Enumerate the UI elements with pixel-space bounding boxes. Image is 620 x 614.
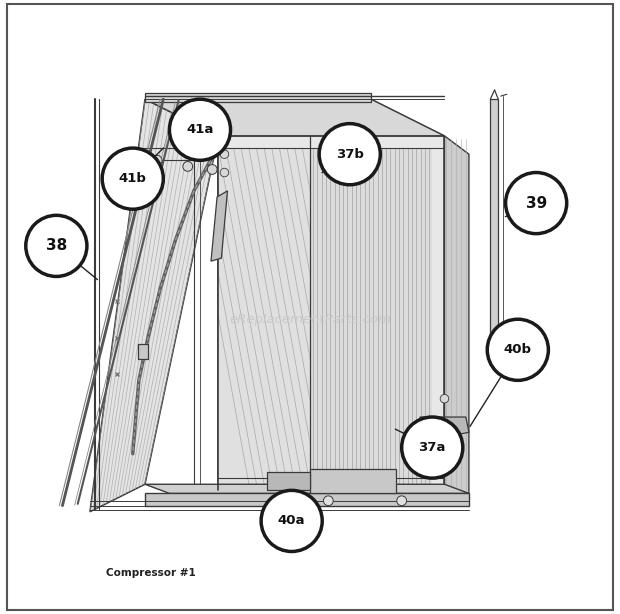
Polygon shape xyxy=(218,136,445,491)
Circle shape xyxy=(183,161,193,171)
Circle shape xyxy=(281,496,290,506)
Circle shape xyxy=(220,150,229,158)
Polygon shape xyxy=(420,417,469,441)
Circle shape xyxy=(26,216,87,276)
Polygon shape xyxy=(145,99,445,136)
Polygon shape xyxy=(90,99,218,511)
Text: 39: 39 xyxy=(526,196,547,211)
Circle shape xyxy=(440,394,449,403)
Circle shape xyxy=(487,319,548,380)
Text: 40a: 40a xyxy=(278,515,306,527)
Polygon shape xyxy=(218,148,310,484)
Polygon shape xyxy=(267,472,310,491)
Polygon shape xyxy=(145,93,371,103)
Polygon shape xyxy=(310,148,432,484)
Text: 37b: 37b xyxy=(336,148,364,161)
Circle shape xyxy=(402,417,463,478)
Polygon shape xyxy=(145,494,469,506)
Polygon shape xyxy=(490,99,498,350)
Circle shape xyxy=(505,173,567,234)
Text: 38: 38 xyxy=(46,238,67,254)
Circle shape xyxy=(319,123,380,185)
Text: 40b: 40b xyxy=(504,343,532,356)
Polygon shape xyxy=(145,484,469,494)
Text: Compressor #1: Compressor #1 xyxy=(106,568,196,578)
Polygon shape xyxy=(211,191,228,261)
Text: eReplacementParts.com: eReplacementParts.com xyxy=(229,313,391,325)
Polygon shape xyxy=(138,344,148,359)
Circle shape xyxy=(169,99,231,160)
Circle shape xyxy=(207,165,217,174)
Circle shape xyxy=(220,168,229,177)
Circle shape xyxy=(324,496,333,506)
Circle shape xyxy=(153,155,162,165)
Polygon shape xyxy=(310,469,396,494)
Polygon shape xyxy=(445,136,469,494)
Text: 37a: 37a xyxy=(418,441,446,454)
Circle shape xyxy=(261,491,322,551)
Text: 41b: 41b xyxy=(119,172,147,185)
Text: 41a: 41a xyxy=(186,123,214,136)
Circle shape xyxy=(102,148,163,209)
Circle shape xyxy=(397,496,407,506)
